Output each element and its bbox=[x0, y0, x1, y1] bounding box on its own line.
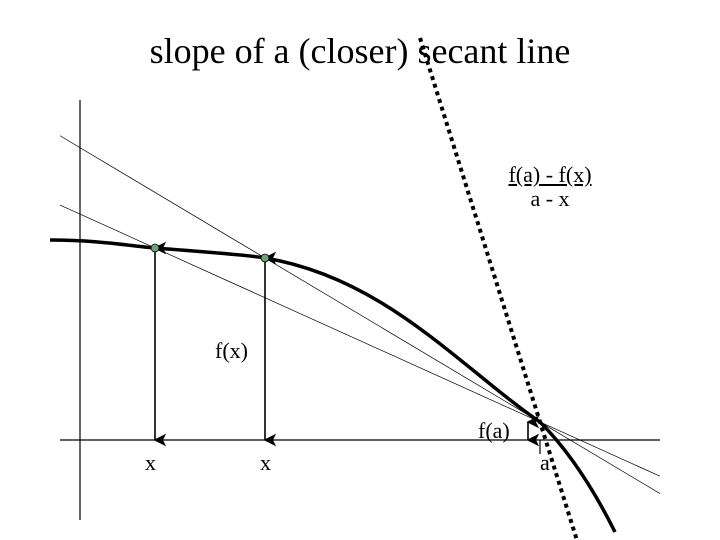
label-fx: f(x) bbox=[215, 338, 248, 364]
slope-numerator: f(a) - f(x) bbox=[490, 162, 610, 188]
label-fa: f(a) bbox=[478, 418, 510, 444]
slope-denominator: a - x bbox=[490, 186, 610, 212]
secant-diagram: x x a f(x) f(a) f(a) - f(x) a - x bbox=[60, 100, 660, 520]
label-x2: x bbox=[260, 450, 271, 476]
label-x1: x bbox=[145, 450, 156, 476]
page-title: slope of a (closer) secant line bbox=[0, 30, 720, 72]
label-a: a bbox=[540, 450, 550, 476]
